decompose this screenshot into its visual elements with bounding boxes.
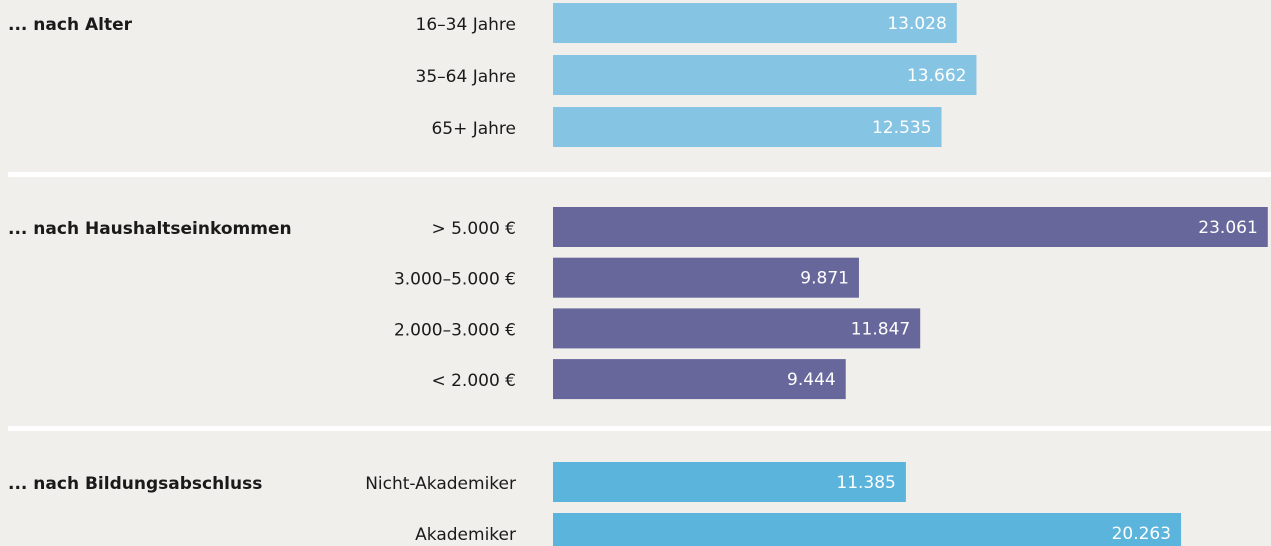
bar [553, 308, 921, 349]
category-label: 3.000–5.000 € [394, 270, 516, 290]
bar [553, 359, 846, 400]
bar [553, 257, 859, 298]
category-label: Akademiker [415, 525, 516, 545]
category-label: < 2.000 € [431, 371, 516, 391]
category-label: 35–64 Jahre [416, 67, 516, 87]
value-label: 13.028 [887, 14, 946, 34]
separator [8, 172, 1271, 177]
value-label: 20.263 [1112, 524, 1171, 544]
value-label: 13.662 [907, 66, 966, 86]
value-label: 12.535 [872, 118, 931, 138]
category-label: 65+ Jahre [431, 119, 516, 139]
category-label: > 5.000 € [431, 219, 516, 239]
bar [553, 3, 957, 43]
value-label: 9.444 [787, 370, 836, 390]
category-label: 2.000–3.000 € [394, 320, 516, 340]
bar [553, 513, 1182, 546]
group-title: ... nach Haushaltseinkommen [8, 219, 292, 239]
value-label: 23.061 [1198, 218, 1257, 238]
value-label: 11.847 [851, 319, 910, 339]
bar [553, 107, 942, 147]
separator [8, 426, 1271, 431]
value-label: 11.385 [836, 473, 895, 493]
bar [553, 207, 1268, 247]
category-label: 16–34 Jahre [416, 15, 516, 35]
value-label: 9.871 [800, 269, 849, 289]
group-title: ... nach Alter [8, 15, 133, 35]
bar [553, 462, 906, 502]
category-label: Nicht-Akademiker [365, 474, 516, 494]
group-title: ... nach Bildungsabschluss [8, 474, 262, 494]
bar [553, 55, 977, 95]
